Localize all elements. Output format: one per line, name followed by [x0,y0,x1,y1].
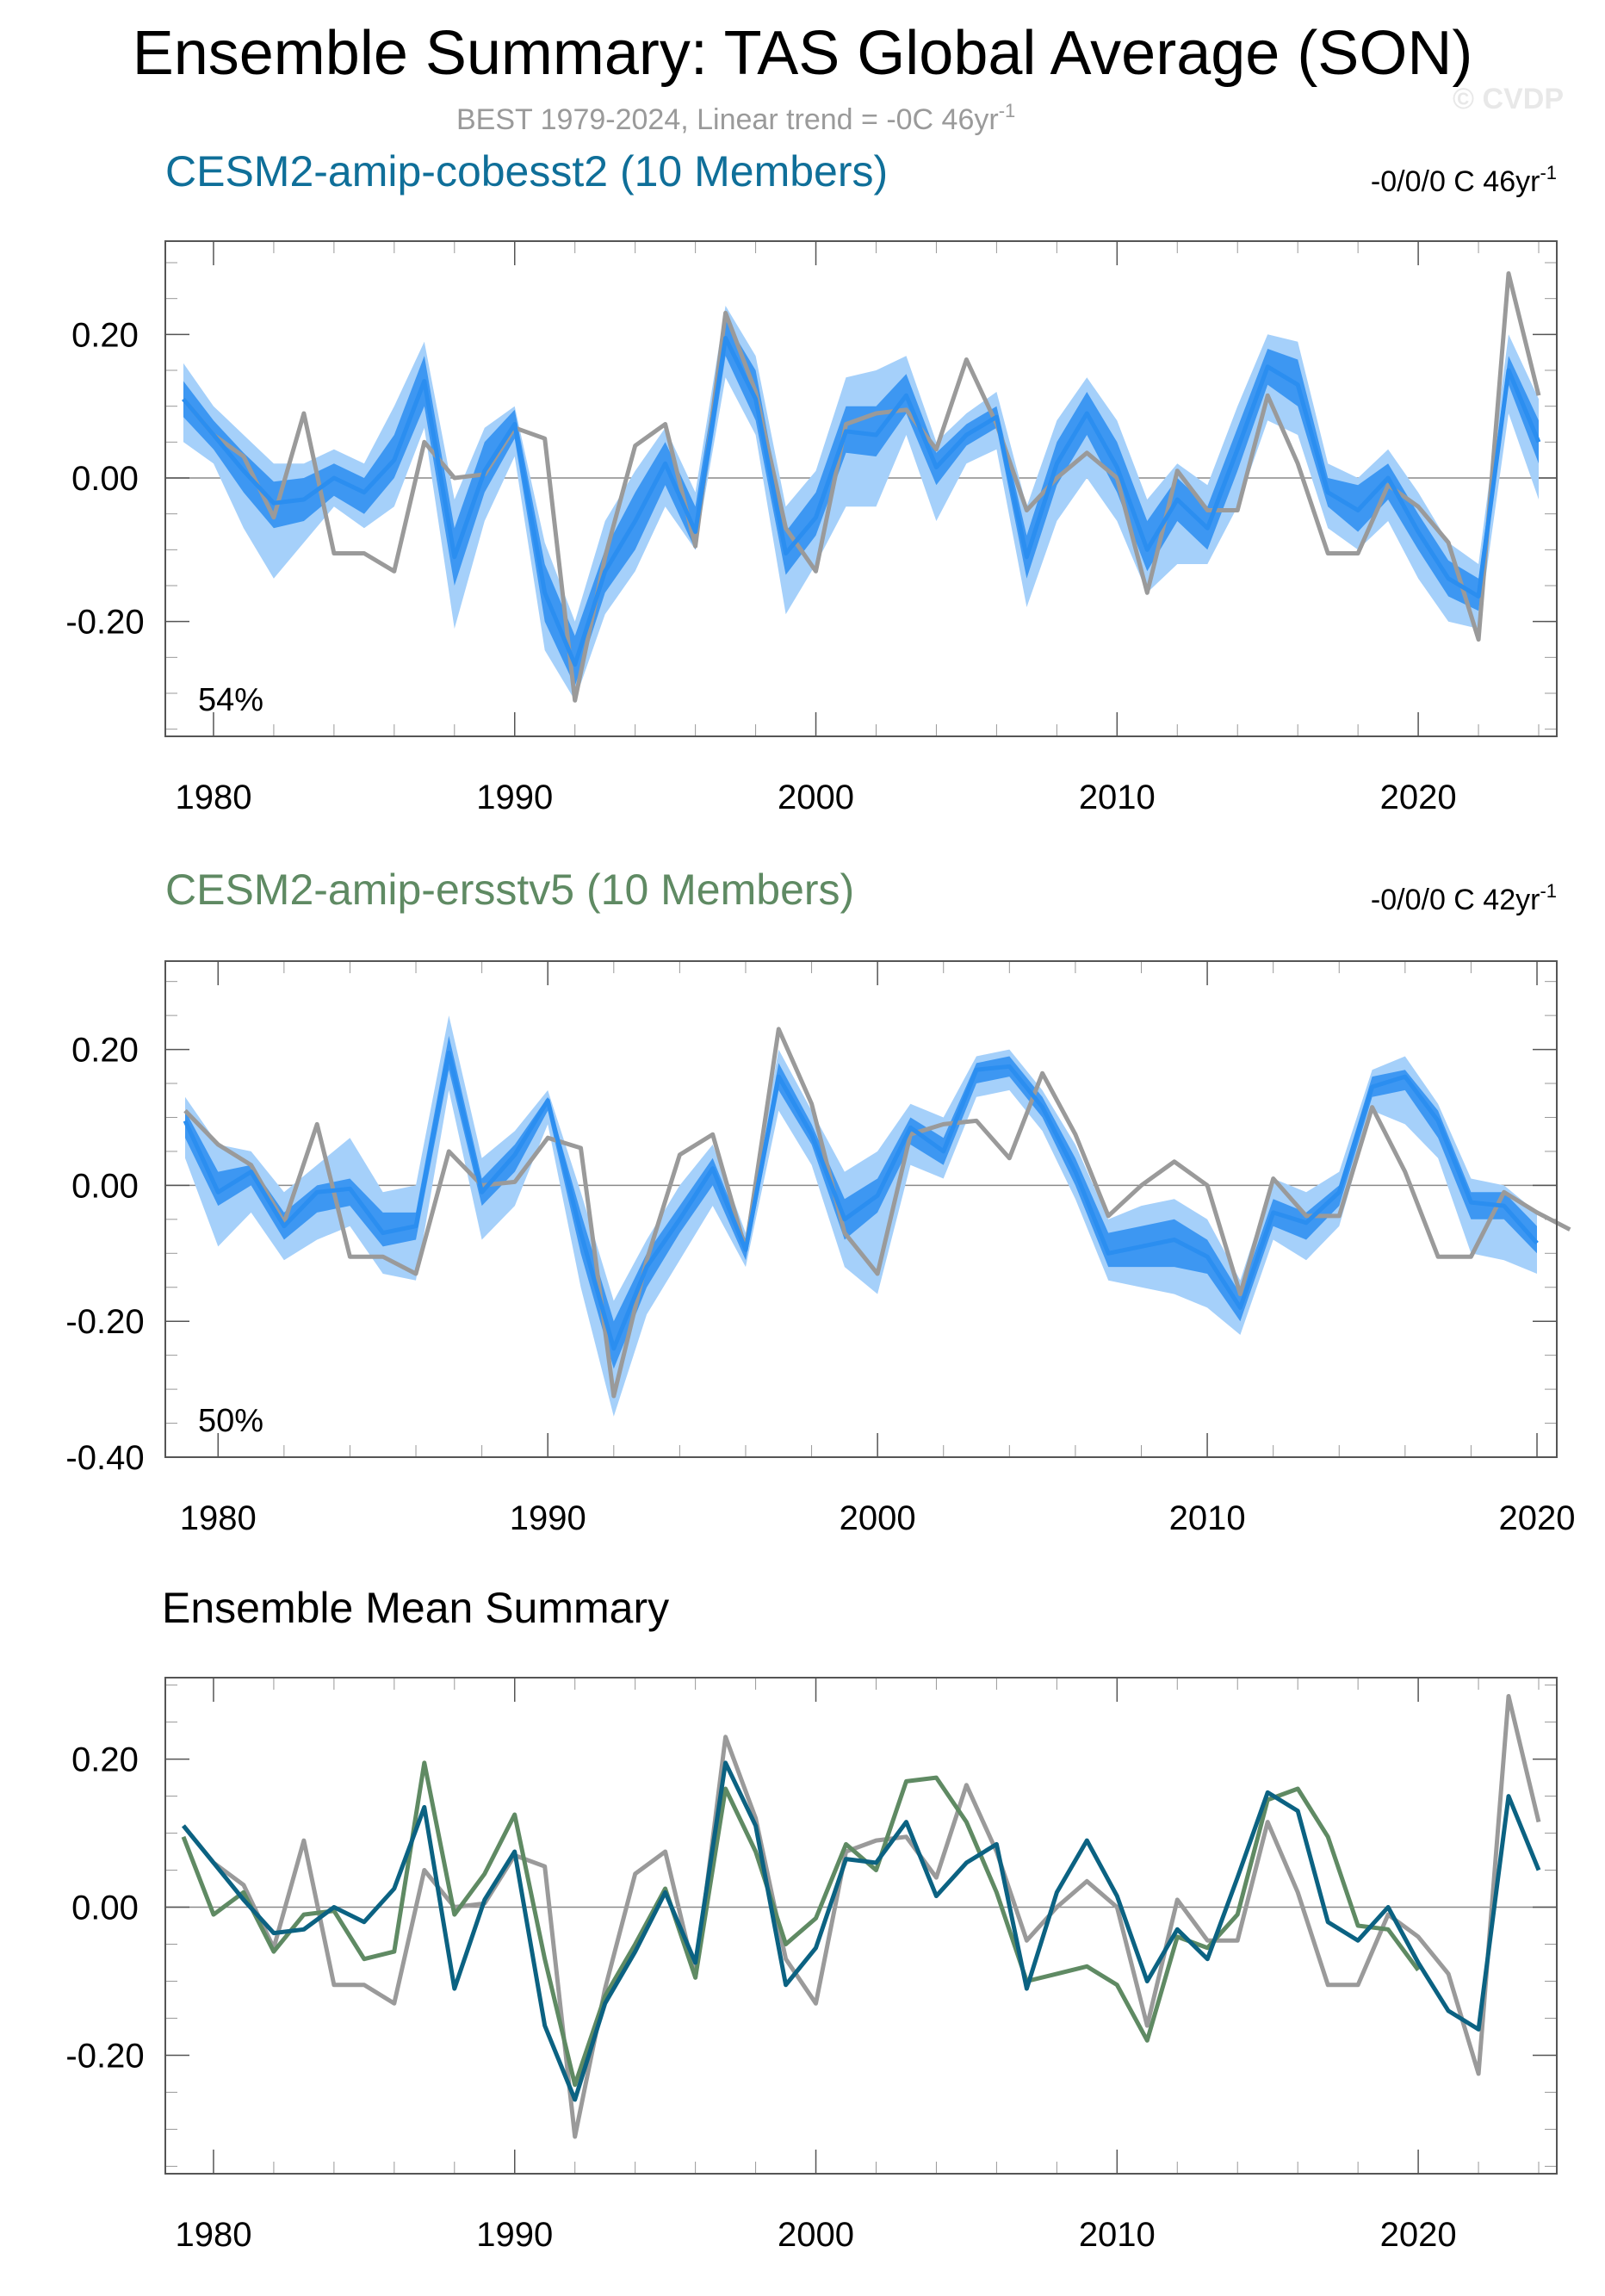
y-tick-label: -0.40 [65,1439,144,1477]
x-tick-label: 2000 [778,779,854,816]
x-tick-label: 2000 [840,1499,916,1537]
ensemble-mean-line [182,336,1541,667]
panel-title-cobesst2: CESM2-amip-cobesst2 (10 Members) [165,147,888,195]
percent-label: 54% [198,682,263,718]
panel-cobesst2: CESM2-amip-cobesst2 (10 Members) -0/0/0 … [65,147,1558,816]
x-tick-label: 2000 [778,2216,854,2254]
y-tick-label: -0.20 [65,2037,144,2075]
x-tick-label: 1990 [476,2216,553,2254]
panel-ersstv5: CESM2-amip-ersstv5 (10 Members) -0/0/0 C… [65,866,1575,1537]
percent-label: 50% [198,1403,263,1439]
x-tick-label: 2020 [1499,1499,1576,1537]
trend-label-cobesst2: -0/0/0 C 46yr-1 [1371,162,1557,198]
y-tick-label: 0.20 [71,1032,139,1070]
plot-area-ersstv5: -0.40 -0.20 0.00 0.20 1980 1990 2000 2010 2020 50… [65,960,1576,1537]
x-tick-label: 2010 [1169,1499,1246,1537]
x-tick-label: 1980 [175,779,251,816]
series-line-obs-best [182,1694,1541,2139]
series-line-cesm2-amip-ersstv5 [181,1760,1421,2088]
x-tick-label: 2020 [1380,2216,1457,2254]
y-tick-label: 0.00 [71,1890,139,1927]
y-tick-label: -0.20 [65,604,144,642]
series-line-cesm2-amip-cobesst2 [182,1760,1541,2102]
x-tick-label: 2010 [1079,779,1156,816]
ensemble-mean-line [183,1051,1539,1351]
plot-frame [164,960,1558,1458]
x-tick-label: 2020 [1380,779,1457,816]
y-tick-label: 0.00 [71,1167,139,1205]
obs-line [182,271,1541,703]
obs-line [183,1027,1571,1399]
y-tick-label: -0.20 [65,1303,144,1341]
spread-band-outer [183,306,1539,701]
plot-area-cobesst2: -0.20 0.00 0.20 1980 1990 2000 2010 2020 54% [65,240,1558,816]
plot-area-mean-summary: -0.20 0.00 0.20 1980 1990 2000 2010 2020 [65,1677,1558,2254]
trend-label-ersstv5: -0/0/0 C 42yr-1 [1371,880,1557,916]
cvdp-watermark: © CVDP [1453,83,1564,115]
y-tick-label: 0.00 [71,460,139,498]
x-tick-label: 2010 [1079,2216,1156,2254]
x-tick-label: 1990 [476,779,553,816]
figure-title: Ensemble Summary: TAS Global Average (SO… [133,19,1473,88]
y-tick-label: 0.20 [71,1741,139,1779]
x-tick-label: 1980 [175,2216,251,2254]
spread-band-inner [185,1035,1537,1369]
panel-title-mean-summary: Ensemble Mean Summary [162,1584,669,1632]
plot-frame [164,240,1558,737]
x-tick-label: 1980 [180,1499,257,1537]
y-tick-label: 0.20 [71,316,139,354]
plot-frame [164,1677,1558,2175]
panel-mean-summary: Ensemble Mean Summary -0.20 0.00 0.20 1980 1… [65,1584,1558,2254]
panel-title-ersstv5: CESM2-amip-ersstv5 (10 Members) [165,866,854,914]
figure-subtitle: BEST 1979-2024, Linear trend = -0C 46yr-… [456,100,1015,136]
x-tick-label: 1990 [510,1499,586,1537]
